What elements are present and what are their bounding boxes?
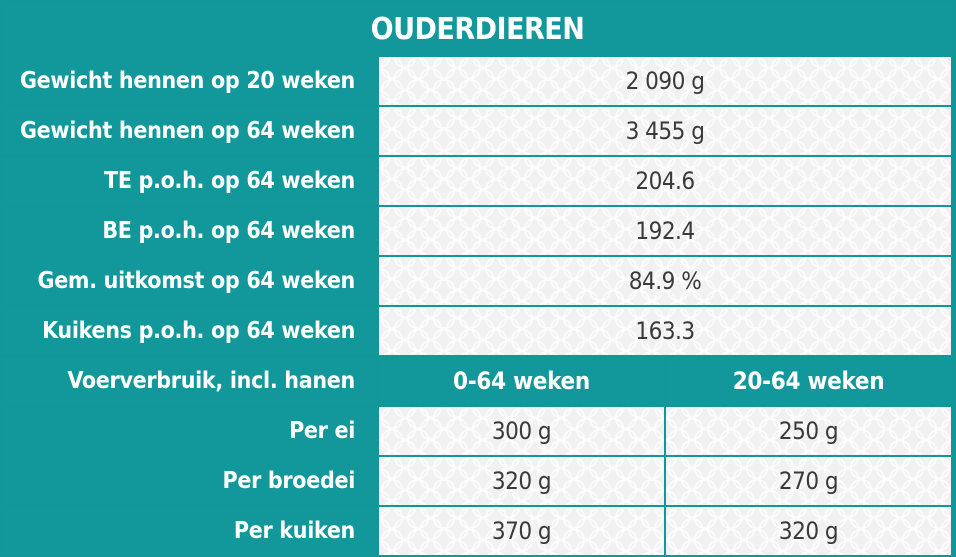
row-value-weight-64: 3 455 g	[379, 107, 951, 155]
row-value-be: 192.4	[379, 207, 951, 255]
feed-row-label-per-broedei: Per broedei	[2, 457, 377, 505]
row-label-hatch: Gem. uitkomst op 64 weken	[2, 257, 377, 305]
feed-row-value-per-kuiken-0-64: 370 g	[379, 507, 664, 555]
feed-row-label-per-kuiken: Per kuiken	[2, 507, 377, 555]
feed-row-value-per-broedei-20-64: 270 g	[666, 457, 951, 505]
row-value-te: 204.6	[379, 157, 951, 205]
feed-column-header-20-64: 20-64 weken	[666, 357, 951, 405]
feed-header-label: Voerverbruik, incl. hanen	[2, 357, 377, 405]
row-label-chicks: Kuikens p.o.h. op 64 weken	[2, 307, 377, 355]
row-label-te: TE p.o.h. op 64 weken	[2, 157, 377, 205]
row-value-weight-20: 2 090 g	[379, 57, 951, 105]
feed-row-value-per-kuiken-20-64: 320 g	[666, 507, 951, 555]
feed-column-header-0-64: 0-64 weken	[379, 357, 664, 405]
row-label-weight-64: Gewicht hennen op 64 weken	[2, 107, 377, 155]
table-title: OUDERDIEREN	[2, 2, 953, 56]
feed-row-label-per-ei: Per ei	[2, 407, 377, 455]
row-label-be: BE p.o.h. op 64 weken	[2, 207, 377, 255]
feed-row-value-per-broedei-0-64: 320 g	[379, 457, 664, 505]
row-value-chicks: 163.3	[379, 307, 951, 355]
feed-row-value-per-ei-0-64: 300 g	[379, 407, 664, 455]
feed-row-value-per-ei-20-64: 250 g	[666, 407, 951, 455]
row-label-weight-20: Gewicht hennen op 20 weken	[2, 57, 377, 105]
row-value-hatch: 84.9 %	[379, 257, 951, 305]
